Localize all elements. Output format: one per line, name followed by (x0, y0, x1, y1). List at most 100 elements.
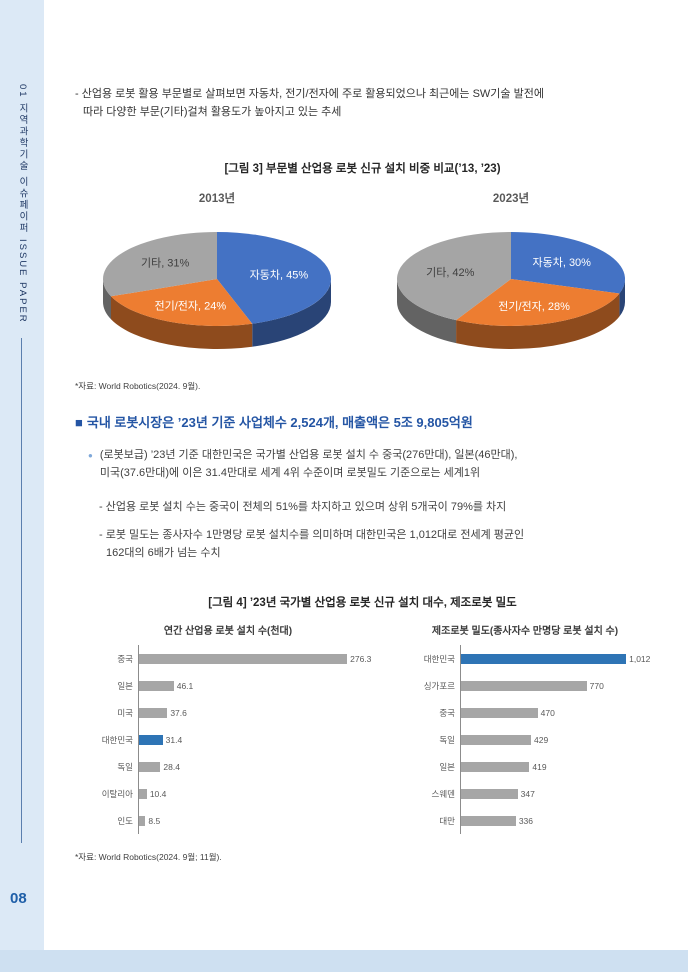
bar-value-label: 10.4 (149, 788, 167, 799)
main-bullet-text: (로봇보급) ’23년 기준 대한민국은 국가별 산업용 로봇 설치 수 중국(… (100, 446, 518, 482)
pie-slice-depth (111, 296, 253, 349)
bar-row: 대한민국 1,012 (397, 645, 653, 672)
bar-chart-density-title: 제조로봇 밀도(종사자수 만명당 로봇 설치 수) (431, 626, 619, 637)
bar-track: 470 (460, 699, 653, 726)
figure3-pie-charts: 2013년 자동차, 45% 전기/전자, 24% 기타, 31% 2023년 자동… (78, 190, 650, 365)
square-bullet-icon: ■ (75, 415, 83, 430)
bar (139, 761, 161, 772)
bar (461, 761, 530, 772)
bar (139, 734, 163, 745)
bar-row: 일본 46.1 (75, 672, 381, 699)
pie-slice (217, 232, 331, 324)
figure3-caption: [그림 3] 부문별 산업용 로봇 신규 설치 비중 비교(’13, ’23) (224, 163, 501, 175)
bar-category-label: 중국 (439, 707, 455, 718)
bar-category-label: 대만 (439, 815, 455, 826)
bar-row: 중국 470 (397, 699, 653, 726)
pie-chart-2013: 2013년 자동차, 45% 전기/전자, 24% 기타, 31% (78, 190, 356, 365)
bar-row: 중국 276.3 (75, 645, 381, 672)
pie-chart-svg: 자동차, 45% 전기/전자, 24% 기타, 31% (102, 232, 331, 349)
pie-slice-label: 기타, 31% (141, 257, 190, 270)
bar-value-label: 31.4 (165, 734, 183, 745)
bar-track: 1,012 (460, 645, 653, 672)
bar-category-label: 대한민국 (101, 734, 133, 745)
bar-track: 276.3 (138, 645, 381, 672)
bar-value-label: 8.5 (148, 815, 161, 826)
bar-row: 이탈리아 10.4 (75, 780, 381, 807)
pie-chart-2013-canvas: 자동차, 45% 전기/전자, 24% 기타, 31% (78, 208, 356, 365)
bar-value-label: 46.1 (176, 680, 194, 691)
figure4-source: *자료: World Robotics(2024. 9월; 11월). (75, 852, 222, 862)
bar (139, 680, 174, 691)
bar-value-label: 276.3 (350, 653, 372, 664)
bar-value-label: 347 (520, 788, 535, 799)
pie-slice-depth (619, 279, 625, 317)
pie-chart-2023-canvas: 자동차, 30% 전기/전자, 28% 기타, 42% (372, 208, 650, 365)
figure4-bar-charts: 연간 산업용 로봇 설치 수(천대) 중국 276.3 일본 46.1 미국 37.6 대한… (75, 622, 653, 834)
bar-category-label: 독일 (117, 761, 133, 772)
section-heading: ■ 국내 로봇시장은 ’23년 기준 사업체수 2,524개, 매출액은 5조 9… (75, 412, 655, 431)
sub-bullet-2-line-2: 162대의 6배가 넘는 수치 (106, 546, 221, 559)
bar-value-label: 770 (589, 680, 604, 691)
bar-row: 독일 429 (397, 726, 653, 753)
intro-paragraph: - 산업용 로봇 활용 부문별로 살펴보면 자동차, 전기/전자에 주로 활용되… (75, 86, 660, 121)
pie-chart-2023: 2023년 자동차, 30% 전기/전자, 28% 기타, 42% (372, 190, 650, 365)
pie-slice-label: 자동차, 30% (532, 256, 591, 269)
bar (461, 788, 518, 799)
bar-chart-installations-rows: 중국 276.3 일본 46.1 미국 37.6 대한민국 31.4 독일 28.4 이탈리아 10.… (75, 645, 381, 834)
bar-track: 46.1 (138, 672, 381, 699)
pie-slice-label: 전기/전자, 24% (154, 299, 226, 312)
circle-bullet-icon: ● (88, 451, 93, 460)
bar-category-label: 일본 (117, 680, 133, 691)
pie-chart-2023-title: 2023년 (492, 193, 530, 205)
main-bullet-line-2: 미국(37.6만대)에 이은 31.4만대로 세계 4위 수준이며 로봇밀도 기… (99, 467, 481, 480)
pie-slice (456, 279, 620, 326)
bar (139, 653, 348, 664)
bar-chart-density-rows: 대한민국 1,012 싱가포르 770 중국 470 독일 429 일본 419 스웨덴 347 대만 3… (397, 645, 653, 834)
bar (461, 653, 627, 664)
bar-chart-density: 제조로봇 밀도(종사자수 만명당 로봇 설치 수) 대한민국 1,012 싱가포르 7… (397, 622, 653, 834)
bar-row: 미국 37.6 (75, 699, 381, 726)
bar-chart-installations: 연간 산업용 로봇 설치 수(천대) 중국 276.3 일본 46.1 미국 37.6 대한… (75, 622, 381, 834)
bar-category-label: 대한민국 (423, 653, 455, 664)
bar-track: 37.6 (138, 699, 381, 726)
sub-bullet-2-line-1: - 로봇 밀도는 종사자수 1만명당 로봇 설치수를 의미하며 대한민국은 1,… (99, 529, 525, 541)
sub-bullet-2: - 로봇 밀도는 종사자수 1만명당 로봇 설치수를 의미하며 대한민국은 1,… (99, 527, 654, 562)
bar-track: 31.4 (138, 726, 381, 753)
bar-row: 스웨덴 347 (397, 780, 653, 807)
section-heading-text: 국내 로봇시장은 ’23년 기준 사업체수 2,524개, 매출액은 5조 9,… (86, 415, 473, 430)
pie-slice (102, 232, 217, 297)
page-number: 08 (10, 890, 27, 907)
bar-category-label: 독일 (439, 734, 455, 745)
pie-slice (511, 232, 625, 294)
bar (461, 815, 516, 826)
pie-slice-label: 자동차, 45% (250, 268, 309, 281)
figure4-caption: [그림 4] ’23년 국가별 산업용 로봇 신규 설치 대수, 제조로봇 밀도 (208, 597, 517, 609)
bar (461, 680, 587, 691)
bar-value-label: 429 (534, 734, 549, 745)
bar-row: 대만 336 (397, 807, 653, 834)
bar-track: 336 (460, 807, 653, 834)
pie-slice-label: 전기/전자, 28% (498, 300, 570, 313)
main-bullet-line-1: (로봇보급) ’23년 기준 대한민국은 국가별 산업용 로봇 설치 수 중국(… (99, 449, 518, 461)
pie-slice-label: 기타, 42% (426, 266, 475, 279)
bar-category-label: 싱가포르 (423, 680, 455, 691)
bar-category-label: 이탈리아 (101, 788, 133, 799)
bar-category-label: 중국 (117, 653, 133, 664)
bar-row: 싱가포르 770 (397, 672, 653, 699)
intro-line-2: 따라 다양한 부문(기타)걸쳐 활용도가 높아지고 있는 추세 (83, 105, 342, 118)
pie-slice-depth (456, 293, 620, 349)
bar-row: 일본 419 (397, 753, 653, 780)
bar-category-label: 스웨덴 (431, 788, 455, 799)
sidebar-divider (21, 338, 22, 843)
pie-slice-depth (252, 279, 331, 347)
bar-track: 419 (460, 753, 653, 780)
bar-value-label: 336 (518, 815, 533, 826)
bar-track: 347 (460, 780, 653, 807)
figure3-source: *자료: World Robotics(2024. 9월). (75, 381, 201, 391)
bar-value-label: 419 (532, 761, 547, 772)
bar-value-label: 470 (540, 707, 555, 718)
bar-row: 대한민국 31.4 (75, 726, 381, 753)
bar-row: 인도 8.5 (75, 807, 381, 834)
bar-track: 429 (460, 726, 653, 753)
